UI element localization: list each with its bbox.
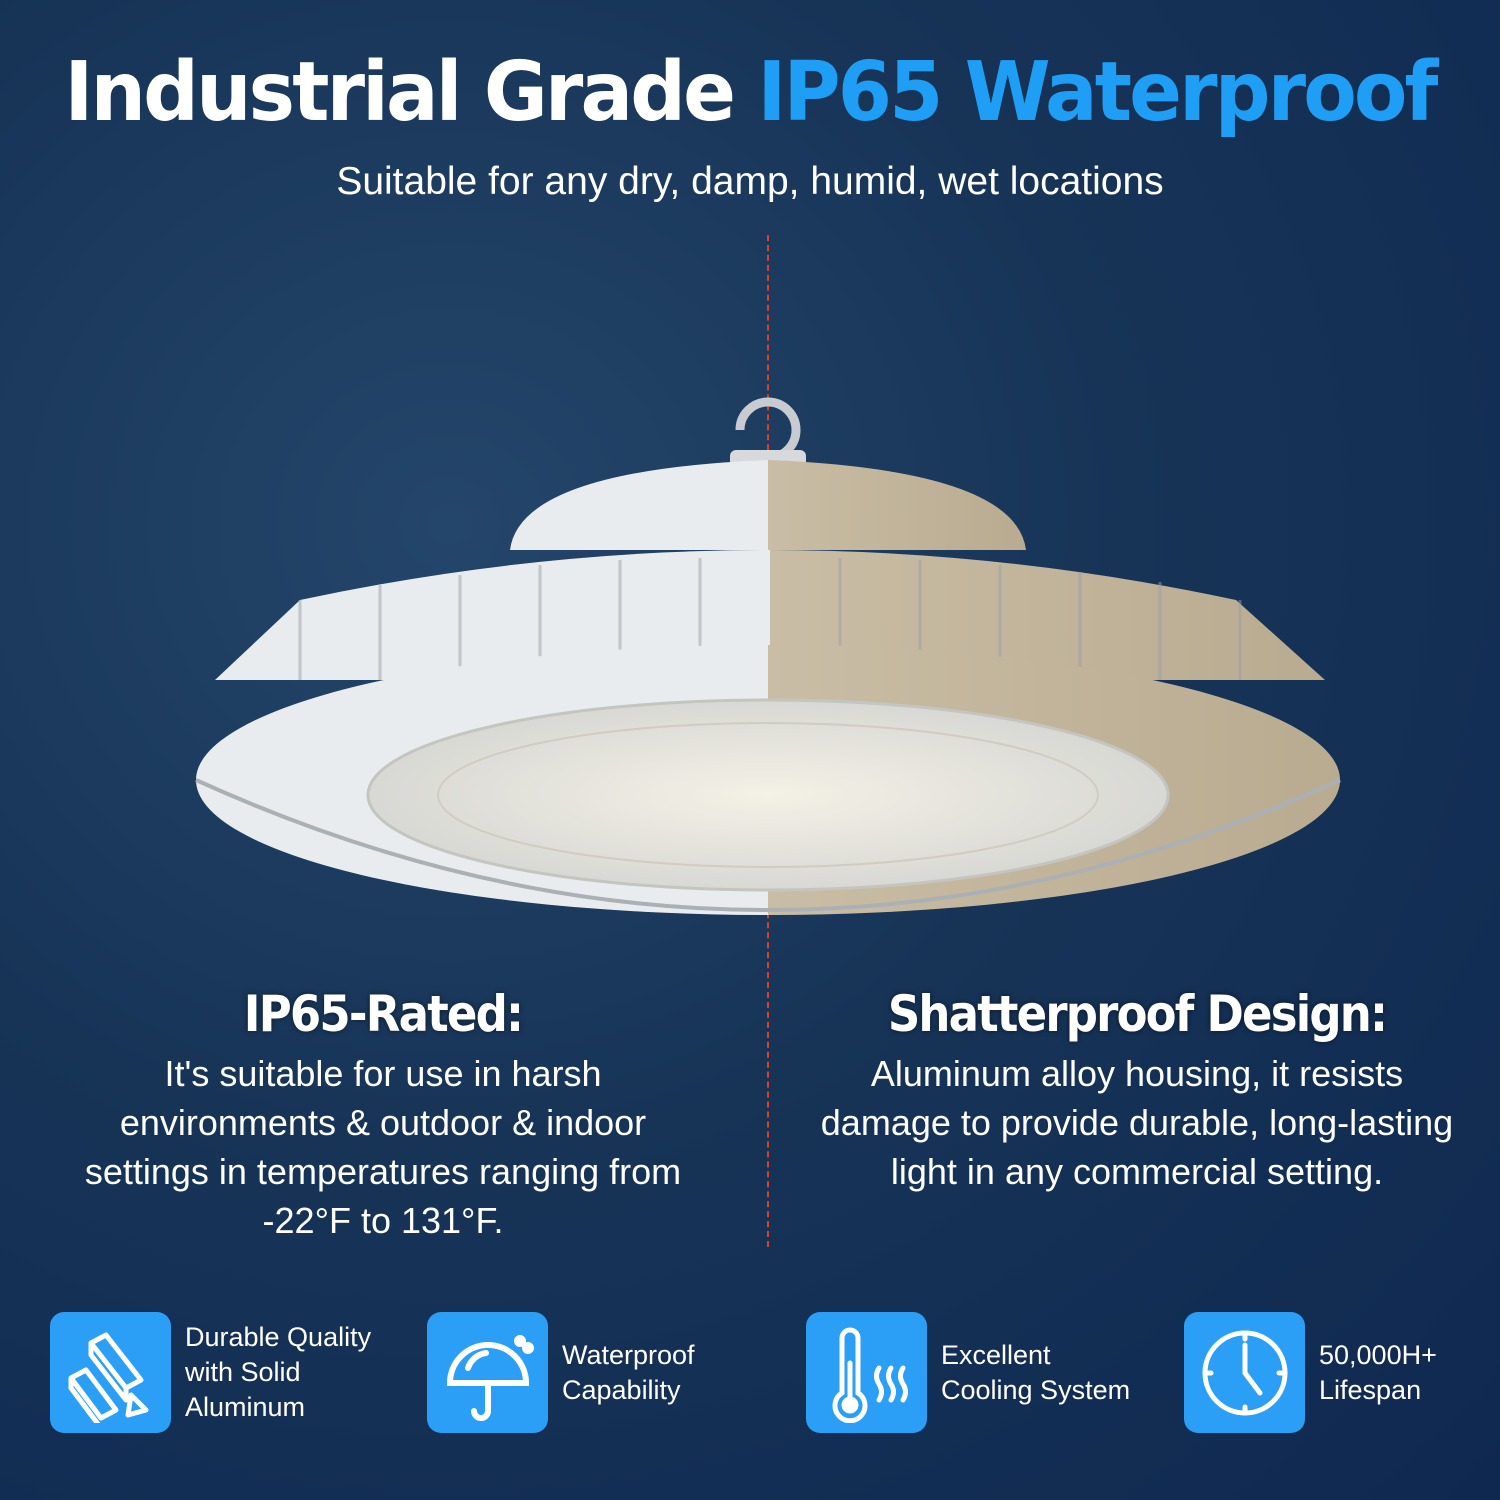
ip65-description: It's suitable for use in harsh environme… [84,1053,682,1241]
high-bay-light-image [195,397,1341,915]
subtitle: Suitable for any dry, damp, humid, wet l… [336,160,1164,203]
clock-icon [1184,1312,1305,1433]
shatterproof-description: Aluminum alloy housing, it resists damag… [820,1053,1454,1192]
title-blue: IP65 Waterproof [757,45,1438,140]
umbrella-icon [427,1312,548,1433]
thermometer-icon [806,1312,927,1433]
feature-durable: Durable Quality with Solid Aluminum [50,1312,371,1433]
title-white: Industrial Grade [64,45,736,140]
feature-lifespan: 50,000H+ Lifespan [1184,1312,1437,1433]
page-title: Industrial Grade IP65 Waterproof [38,45,1463,140]
feature-label: Waterproof Capability [562,1339,695,1405]
ip65-rated-section: IP65-Rated: It's suitable for use in har… [63,985,703,1245]
shatterproof-heading: Shatterproof Design: [887,985,1388,1043]
feature-cooling: Excellent Cooling System [806,1312,1130,1433]
ip65-heading: IP65-Rated: [243,985,524,1043]
feature-label: Excellent Cooling System [941,1339,1131,1405]
shatterproof-section: Shatterproof Design: Aluminum alloy hous… [817,985,1457,1196]
feature-waterproof: Waterproof Capability [427,1312,695,1433]
feature-label: 50,000H+ Lifespan [1319,1339,1437,1405]
feature-label: Durable Quality with Solid Aluminum [185,1322,372,1422]
aluminum-ingots-icon [50,1312,171,1433]
